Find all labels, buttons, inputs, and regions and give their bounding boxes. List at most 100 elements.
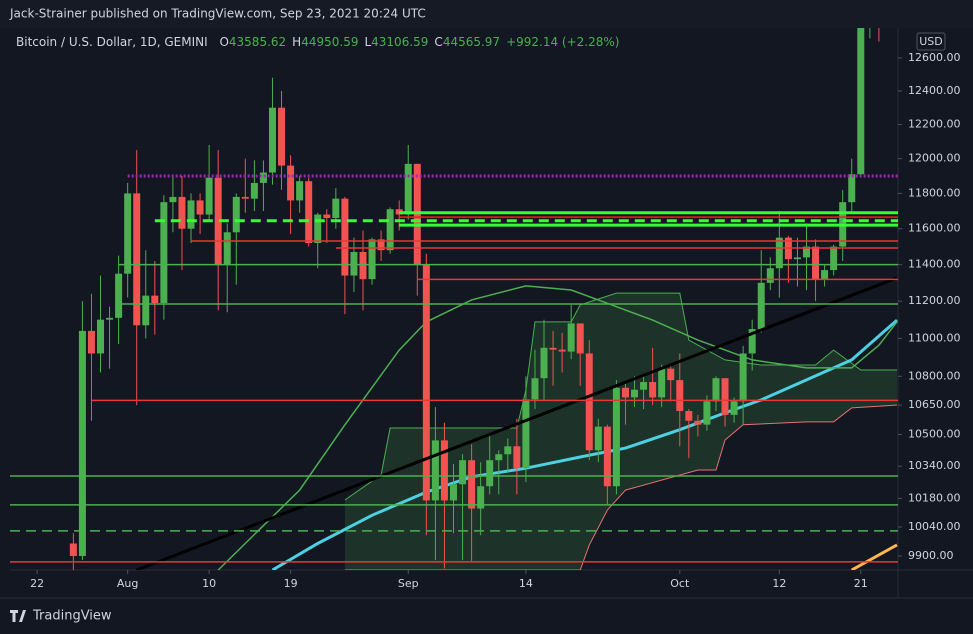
candle-body bbox=[268, 107, 276, 173]
candle-body bbox=[78, 330, 86, 556]
change: +992.14 (+2.28%) bbox=[506, 35, 619, 49]
brand: TradingView bbox=[32, 609, 112, 624]
y-tick-label: 12400.00 bbox=[908, 84, 961, 97]
candle-body bbox=[857, 28, 865, 175]
candle-body bbox=[694, 420, 702, 425]
y-tick-label: 11400.00 bbox=[908, 258, 961, 271]
candle-body bbox=[667, 368, 675, 381]
ohlc-value: 44565.97 bbox=[443, 35, 500, 49]
candle-body bbox=[658, 368, 666, 398]
moving-average bbox=[850, 543, 898, 570]
cloud-lower bbox=[344, 404, 898, 570]
x-tick-label: Aug bbox=[117, 577, 138, 590]
candle-body bbox=[87, 330, 95, 354]
candle-body bbox=[703, 401, 711, 425]
ohlc-key: C bbox=[434, 35, 442, 49]
candle-body bbox=[404, 163, 412, 215]
candle-body bbox=[802, 246, 810, 258]
candle-body bbox=[486, 460, 494, 487]
candle-body bbox=[115, 273, 123, 318]
y-tick-label: 10650.00 bbox=[908, 398, 961, 411]
y-tick-label: 10180.00 bbox=[908, 491, 961, 504]
candle-body bbox=[531, 378, 539, 400]
currency-box bbox=[916, 32, 946, 51]
y-tick-label: 10500.00 bbox=[908, 427, 961, 440]
candle-body bbox=[821, 270, 829, 280]
ohlc-value: 43106.59 bbox=[371, 35, 428, 49]
candle-body bbox=[332, 198, 340, 219]
candle-body bbox=[450, 484, 457, 501]
candle-body bbox=[305, 181, 313, 244]
candle-body bbox=[459, 460, 467, 485]
candle-body bbox=[259, 172, 267, 183]
candle-body bbox=[567, 323, 575, 352]
ohlc-value: 44950.59 bbox=[301, 35, 358, 49]
symbol: Bitcoin / U.S. Dollar, 1D, GEMINI bbox=[16, 35, 208, 49]
candle-body bbox=[576, 323, 584, 354]
trend-line bbox=[136, 276, 898, 570]
header-bar bbox=[0, 0, 973, 28]
candle-body bbox=[712, 378, 720, 402]
candle-body bbox=[350, 251, 358, 276]
y-tick-label: 12000.00 bbox=[908, 152, 961, 165]
candle-body bbox=[522, 399, 530, 469]
candle-body bbox=[359, 251, 367, 280]
x-tick-label: 14 bbox=[519, 577, 533, 590]
candle-body bbox=[603, 426, 611, 487]
candle-body bbox=[187, 200, 195, 229]
candle-body bbox=[377, 239, 385, 251]
candle-body bbox=[558, 349, 566, 352]
x-tick-label: Oct bbox=[670, 577, 690, 590]
candle-body bbox=[169, 196, 177, 203]
candle-body bbox=[757, 282, 765, 330]
ohlc-key: O bbox=[219, 35, 228, 49]
candle-body bbox=[205, 177, 213, 215]
candle-body bbox=[142, 295, 150, 326]
y-tick-label: 11600.00 bbox=[908, 222, 961, 235]
candle-body bbox=[477, 486, 485, 509]
y-tick-label: 10800.00 bbox=[908, 369, 961, 382]
candle-body bbox=[422, 264, 430, 501]
x-tick-label: 12 bbox=[772, 577, 786, 590]
candle-body bbox=[124, 193, 132, 274]
candle-body bbox=[495, 454, 503, 461]
candle-body bbox=[640, 382, 648, 390]
candle-body bbox=[314, 214, 322, 244]
y-tick-label: 11200.00 bbox=[908, 294, 961, 307]
cloud-upper bbox=[344, 292, 897, 501]
x-tick-label: 10 bbox=[202, 577, 216, 590]
y-tick-label: 11800.00 bbox=[908, 186, 961, 199]
candle-body bbox=[631, 389, 639, 398]
candle-body bbox=[830, 246, 838, 271]
candle-body bbox=[386, 209, 394, 251]
candle-body bbox=[504, 446, 512, 455]
candle-body bbox=[160, 202, 168, 304]
candle-body bbox=[196, 200, 204, 215]
candle-body bbox=[106, 317, 114, 320]
x-tick-label: 21 bbox=[854, 577, 868, 590]
candle-body bbox=[739, 353, 747, 402]
candle-body bbox=[97, 319, 105, 354]
ohlc-value: 43585.62 bbox=[229, 35, 286, 49]
candle-body bbox=[540, 347, 548, 379]
moving-average bbox=[217, 285, 898, 570]
y-tick-label: 11000.00 bbox=[908, 331, 961, 344]
candle-body bbox=[730, 401, 738, 415]
candle-body bbox=[250, 182, 258, 199]
candle-body bbox=[793, 257, 801, 260]
candle-body bbox=[621, 387, 629, 398]
y-tick-label: 9900.00 bbox=[908, 549, 954, 562]
candle-body bbox=[440, 440, 448, 501]
candle-body bbox=[323, 214, 331, 219]
candle-body bbox=[812, 246, 820, 280]
candle-body bbox=[223, 232, 231, 265]
candle-body bbox=[69, 543, 77, 556]
plot bbox=[10, 28, 898, 570]
candle-body bbox=[178, 196, 186, 229]
candle-body bbox=[278, 107, 286, 166]
symbol-legend: Bitcoin / U.S. Dollar, 1D, GEMINI O43585… bbox=[16, 35, 619, 49]
candle-body bbox=[133, 193, 141, 326]
candle-body bbox=[468, 460, 476, 509]
